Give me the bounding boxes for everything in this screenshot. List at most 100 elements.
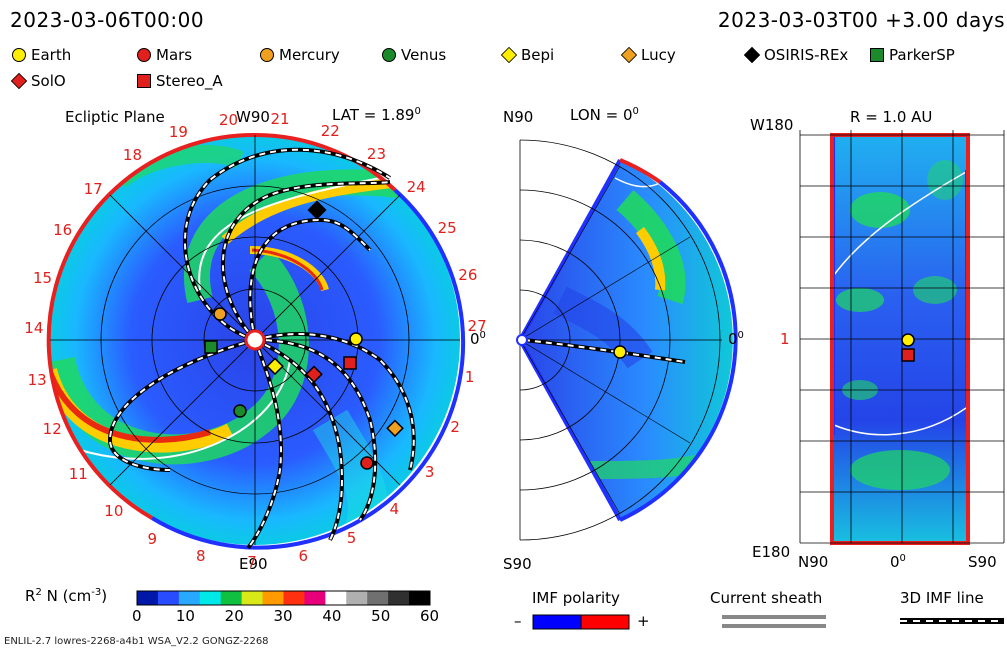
ecliptic-top-label: W90 — [236, 108, 270, 126]
colorbar-segment — [199, 591, 222, 605]
colorbar-segment — [346, 591, 368, 605]
rotation-label: 6 — [298, 546, 308, 565]
ecliptic-title: Ecliptic Plane — [65, 108, 165, 126]
rotation-label: 16 — [53, 221, 73, 240]
solo-marker — [305, 365, 323, 384]
map-top-label: W180 — [750, 116, 794, 134]
ecliptic-lat: LAT = 1.890 — [332, 106, 421, 124]
legend-label: Mars — [156, 46, 193, 64]
rotation-label: 1 — [464, 368, 475, 387]
rotation-label: 18 — [122, 146, 143, 165]
legend-label: SolO — [31, 72, 66, 90]
colorbar-graphic — [136, 590, 431, 606]
colorbar-tick-label: 10 — [175, 607, 195, 625]
colorbar-segment — [157, 591, 180, 605]
legend-label: ParkerSP — [889, 46, 955, 64]
venus-marker — [233, 404, 247, 418]
colorbar-segment — [325, 591, 347, 605]
legend-item: Earth — [12, 46, 71, 64]
stereo-a-marker-map — [901, 348, 915, 362]
rotation-label: 24 — [406, 177, 426, 196]
rotation-label: 27 — [467, 316, 487, 335]
colorbar-segment — [388, 591, 410, 605]
sun-marker — [244, 329, 266, 351]
ecliptic-panel — [46, 132, 466, 550]
stereo-a-marker — [343, 356, 357, 370]
legend-marker-icon — [12, 48, 26, 62]
rotation-label: 14 — [24, 319, 44, 338]
meridional-lon: LON = 00 — [570, 106, 639, 124]
legend-label: Lucy — [641, 46, 676, 64]
rotation-label: 19 — [168, 122, 188, 141]
rotation-label: 25 — [437, 218, 457, 237]
colorbar-segment — [220, 591, 243, 605]
legend-marker-icon — [260, 48, 274, 62]
rotation-label: 21 — [270, 110, 290, 129]
colorbar-segment — [409, 591, 431, 605]
map-radius: R = 1.0 AU — [850, 108, 933, 126]
rotation-label: 11 — [68, 464, 88, 483]
rotation-label: 17 — [83, 179, 103, 198]
colorbar-tick-label: 40 — [322, 607, 342, 625]
model-footer: ENLIL-2.7 lowres-2268-a4b1 WSA_V2.2 GONG… — [4, 636, 269, 647]
meridional-panel — [516, 139, 738, 541]
mars-marker — [360, 456, 374, 470]
rotation-label: 15 — [32, 268, 53, 287]
rotation-label: 26 — [458, 266, 478, 285]
colorbar-segment — [262, 591, 284, 605]
legend-marker-icon — [870, 48, 884, 62]
imf-polarity-title: IMF polarity — [532, 589, 620, 607]
date-right: 2023-03-03T00 +3.00 days — [717, 8, 1005, 32]
meridional-top-label: N90 — [503, 108, 534, 126]
rotation-label: 22 — [320, 121, 340, 140]
legend-label: Stereo_A — [156, 72, 223, 90]
legend-label: OSIRIS-REx — [764, 46, 849, 64]
current-sheath-title: Current sheath — [710, 589, 823, 607]
legend-item: Venus — [382, 46, 446, 64]
legend-item: Mars — [137, 46, 192, 64]
rotation-label: 9 — [147, 529, 158, 548]
legend-item: ParkerSP — [870, 46, 955, 64]
legend-label: Mercury — [279, 46, 340, 64]
colorbar-segment — [283, 591, 305, 605]
rotation-label: 7 — [247, 552, 257, 571]
rotation-label: 4 — [389, 500, 400, 519]
map-bottom-label: E180 — [752, 543, 791, 561]
ecliptic-right-label: 00 — [470, 330, 486, 348]
date-left: 2023-03-06T00:00 — [10, 8, 205, 32]
osiris-rex-marker — [307, 200, 327, 220]
rotation-label: 20 — [218, 110, 239, 129]
map-x-right: S90 — [968, 553, 997, 571]
legend-item: Lucy — [620, 46, 676, 64]
colorbar-tick-label: 0 — [132, 607, 142, 625]
rotation-label: 2 — [450, 417, 460, 436]
legend-item: Stereo_A — [137, 72, 223, 90]
earth-marker-map — [901, 333, 915, 347]
rotation-label: 12 — [42, 420, 62, 439]
rotation-label: 13 — [27, 370, 47, 389]
ecliptic-bottom-label: E90 — [239, 555, 268, 573]
mercury-marker — [213, 307, 227, 321]
legend-label: Venus — [401, 46, 447, 64]
legend-item: SolO — [10, 72, 66, 90]
legend-item: Mercury — [260, 46, 340, 64]
rotation-label: 3 — [424, 462, 435, 481]
colorbar-label: R2 N (cm-3) — [25, 587, 108, 605]
map-mid-label: 1 — [780, 330, 790, 348]
earth-marker — [349, 332, 363, 346]
legend-item: Bepi — [500, 46, 554, 64]
colorbar-segment — [137, 591, 159, 605]
imf-positive-swatch — [580, 614, 630, 630]
legend-marker-icon — [137, 48, 151, 62]
colorbar-segment — [178, 591, 201, 605]
parkersp-marker — [204, 340, 218, 354]
map-panel — [799, 130, 1005, 545]
colorbar-segment — [367, 591, 389, 605]
rotation-label: 23 — [366, 144, 386, 163]
lucy-marker — [386, 419, 404, 438]
bepi-marker — [266, 357, 284, 376]
colorbar-tick-label: 50 — [371, 607, 391, 625]
colorbar-tick-label: 30 — [273, 607, 293, 625]
map-x-mid: 00 — [890, 553, 906, 571]
